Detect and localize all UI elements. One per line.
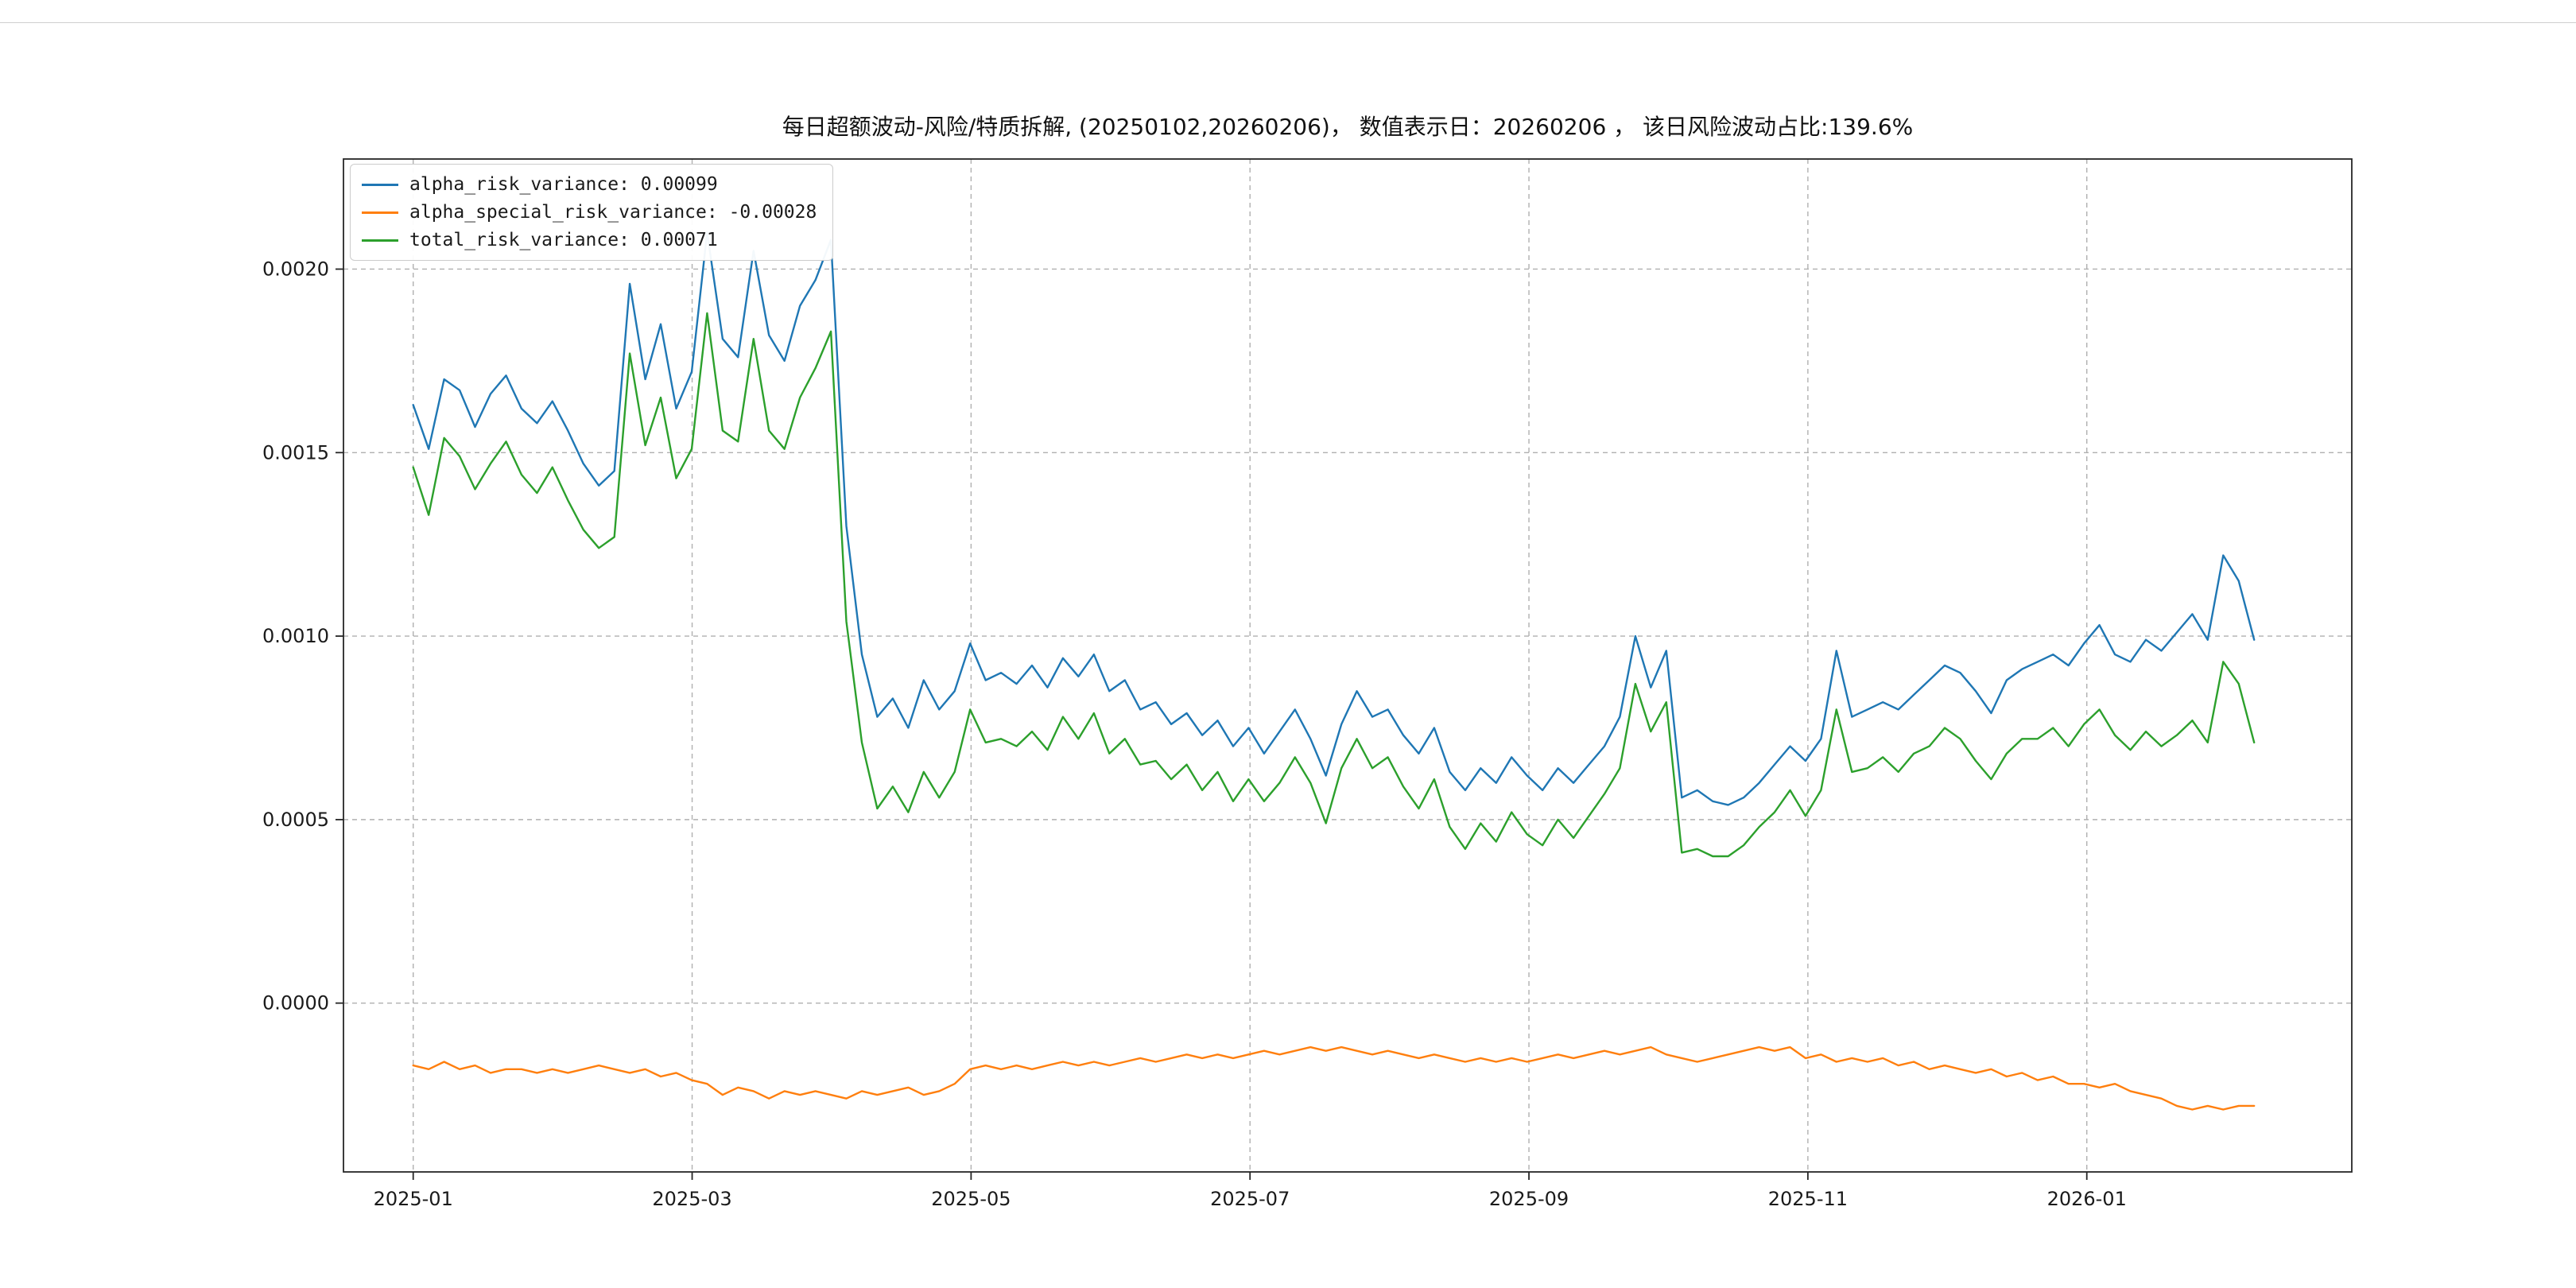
legend-label: alpha_risk_variance: 0.00099	[409, 174, 718, 195]
series-line-total_risk_variance	[412, 312, 2256, 858]
y-tick-label: 0.0015	[262, 441, 329, 464]
x-tick-label: 2025-05	[931, 1188, 1011, 1210]
legend-swatch	[362, 183, 398, 186]
legend: alpha_risk_variance: 0.00099 alpha_speci…	[350, 164, 834, 261]
legend-item: alpha_risk_variance: 0.00099	[362, 174, 817, 195]
chart-title: 每日超额波动-风险/特质拆解, (20250102,20260206)， 数值表…	[782, 114, 1914, 140]
y-tick-label: 0.0005	[262, 809, 329, 831]
y-tick-label: 0.0010	[262, 625, 329, 647]
x-tick-label: 2025-03	[652, 1188, 731, 1210]
y-tick-label: 0.0020	[262, 258, 329, 280]
legend-label: alpha_special_risk_variance: -0.00028	[409, 202, 817, 223]
x-tick-label: 2025-01	[374, 1188, 453, 1210]
axes-border	[343, 158, 2353, 1173]
series-line-alpha_risk_variance	[412, 231, 2256, 806]
legend-label: total_risk_variance: 0.00071	[409, 230, 718, 250]
top-divider	[0, 22, 2576, 23]
legend-item: total_risk_variance: 0.00071	[362, 230, 817, 250]
legend-swatch	[362, 239, 398, 242]
x-tick-label: 2025-09	[1489, 1188, 1569, 1210]
legend-swatch	[362, 211, 398, 214]
x-tick-label: 2025-07	[1210, 1188, 1290, 1210]
series-line-alpha_special_risk_variance	[412, 1046, 2256, 1111]
legend-item: alpha_special_risk_variance: -0.00028	[362, 202, 817, 223]
x-tick-label: 2026-01	[2047, 1188, 2127, 1210]
y-tick-label: 0.0000	[262, 992, 329, 1014]
x-tick-label: 2025-11	[1768, 1188, 1848, 1210]
